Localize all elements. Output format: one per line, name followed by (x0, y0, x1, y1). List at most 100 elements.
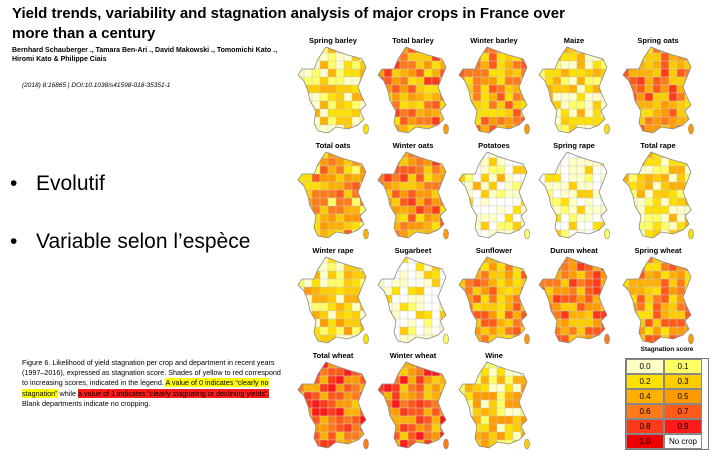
department-cell (496, 205, 506, 215)
department-cell (544, 60, 554, 70)
department-cell (448, 182, 450, 190)
department-cell (335, 447, 345, 448)
department-cell (311, 84, 321, 94)
department-cell (592, 302, 602, 312)
department-cell (660, 221, 670, 231)
department-cell (327, 270, 337, 280)
department-cell (311, 431, 321, 441)
department-cell (652, 92, 662, 102)
department-cell (298, 173, 305, 183)
department-cell (660, 60, 670, 70)
department-cell (319, 92, 329, 102)
department-cell (351, 270, 361, 280)
department-cell (399, 116, 409, 126)
department-cell (415, 124, 425, 133)
department-cell (576, 237, 586, 238)
department-cell (383, 447, 393, 448)
department-cell (568, 302, 578, 312)
department-cell (609, 85, 611, 93)
department-cell (520, 205, 527, 215)
department-cell (512, 286, 522, 296)
france-map (622, 256, 694, 345)
department-cell (359, 367, 366, 377)
department-cell (512, 302, 522, 312)
department-cell (609, 133, 611, 137)
department-cell (368, 109, 370, 117)
department-cell (472, 132, 482, 133)
department-cell (407, 132, 417, 133)
department-cell (399, 375, 409, 385)
department-cell (560, 342, 570, 343)
department-cell (609, 190, 611, 198)
department-cell (439, 157, 446, 167)
department-cell (668, 286, 678, 296)
department-cell (636, 221, 646, 231)
department-cell (529, 376, 531, 384)
department-cell (351, 108, 361, 118)
department-cell (431, 108, 441, 118)
department-cell (415, 423, 425, 433)
department-cell (584, 237, 594, 238)
department-cell (368, 311, 370, 319)
department-cell (496, 68, 506, 78)
department-cell (351, 181, 361, 191)
department-cell (676, 278, 686, 288)
department-cell (552, 157, 562, 167)
department-cell (391, 407, 401, 417)
department-cell (303, 431, 313, 441)
department-cell (319, 60, 329, 70)
department-cell (529, 279, 531, 287)
department-cell (303, 229, 313, 238)
department-cell (399, 318, 409, 328)
department-cell (459, 415, 466, 425)
department-cell (496, 165, 506, 175)
department-cell (560, 76, 570, 86)
department-cell (539, 60, 546, 70)
department-cell (504, 84, 514, 94)
department-cell (488, 221, 498, 231)
department-cell (359, 189, 366, 199)
department-cell (480, 108, 490, 118)
department-cell (592, 342, 602, 343)
department-cell (431, 447, 441, 448)
department-cell (529, 85, 531, 93)
department-cell (311, 100, 321, 110)
department-cell (459, 399, 466, 409)
department-cell (327, 342, 337, 343)
department-cell (378, 431, 385, 441)
department-cell (584, 189, 594, 199)
department-cell (423, 278, 433, 288)
department-cell (539, 294, 546, 304)
department-cell (488, 407, 498, 417)
department-cell (378, 213, 385, 223)
legend-cell: 0.3 (664, 374, 702, 389)
department-cell (439, 262, 446, 272)
department-cell (343, 68, 353, 78)
department-cell (496, 286, 506, 296)
department-cell (335, 302, 345, 312)
department-cell (668, 326, 678, 336)
department-cell (459, 124, 466, 133)
department-cell (415, 132, 425, 133)
department-cell (600, 262, 607, 272)
crop-map-label: Total rape (640, 141, 676, 150)
department-cell (319, 310, 329, 320)
department-cell (439, 100, 446, 110)
department-cell (609, 77, 611, 85)
department-cell (415, 181, 425, 191)
department-cell (459, 116, 466, 126)
department-cell (378, 391, 385, 401)
department-cell (544, 237, 554, 238)
department-cell (668, 237, 678, 238)
department-cell (298, 310, 305, 320)
department-cell (368, 271, 370, 279)
department-cell (448, 271, 450, 279)
department-cell (576, 334, 586, 343)
department-cell (504, 92, 514, 102)
department-cell (343, 189, 353, 199)
department-cell (407, 294, 417, 304)
department-cell (504, 286, 514, 296)
department-cell (609, 45, 611, 53)
department-cell (464, 407, 474, 417)
department-cell (319, 278, 329, 288)
